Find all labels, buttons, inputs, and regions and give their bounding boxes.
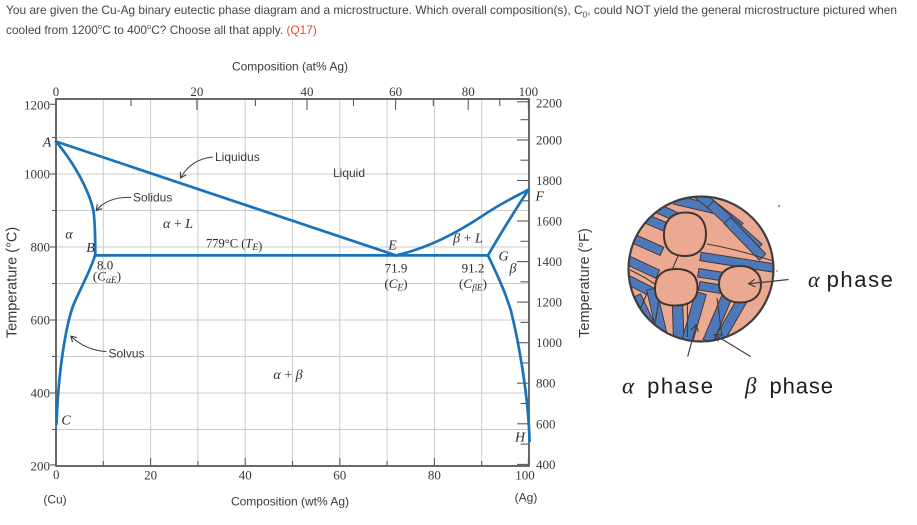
svg-text:(CβE): (CβE) — [459, 276, 487, 294]
svg-text:E: E — [387, 239, 397, 254]
svg-text:0: 0 — [53, 84, 60, 99]
svg-text:600: 600 — [31, 313, 51, 328]
svg-text:1600: 1600 — [536, 214, 562, 229]
svg-text:779°C (TE): 779°C (TE) — [206, 237, 262, 254]
svg-text:G: G — [498, 250, 508, 265]
svg-text:200: 200 — [31, 459, 51, 474]
svg-text:α: α — [65, 228, 73, 243]
svg-text:(CE): (CE) — [384, 276, 407, 294]
svg-text:0: 0 — [53, 467, 60, 482]
svg-text:71.9: 71.9 — [385, 261, 408, 276]
svg-text:Composition (wt% Ag): Composition (wt% Ag) — [231, 495, 349, 509]
svg-text:2000: 2000 — [536, 133, 562, 148]
svg-text:100: 100 — [519, 84, 539, 99]
svg-text:1800: 1800 — [536, 173, 562, 188]
svg-text:40: 40 — [239, 468, 252, 483]
svg-text:A: A — [42, 136, 52, 151]
svg-text:40: 40 — [301, 84, 314, 99]
svg-text:80: 80 — [428, 468, 441, 483]
svg-text:Temperature (°C): Temperature (°C) — [4, 227, 20, 338]
svg-text:400: 400 — [31, 386, 51, 401]
svg-text:(Cu): (Cu) — [43, 493, 66, 507]
svg-text:1000: 1000 — [24, 167, 50, 182]
svg-text:F: F — [535, 190, 545, 205]
svg-text:Liquid: Liquid — [333, 166, 365, 180]
svg-text:800: 800 — [31, 240, 51, 255]
svg-text:1200: 1200 — [536, 295, 562, 310]
svg-text:600: 600 — [536, 416, 556, 431]
svg-text:80: 80 — [462, 84, 475, 99]
svg-text:Composition (at% Ag): Composition (at% Ag) — [232, 60, 348, 74]
svg-text:β: β — [509, 262, 517, 277]
svg-text:2200: 2200 — [536, 96, 562, 111]
svg-text:8.0: 8.0 — [97, 258, 113, 273]
svg-text:20: 20 — [190, 84, 203, 99]
svg-text:400: 400 — [536, 457, 556, 472]
svg-text:91.2: 91.2 — [462, 261, 485, 276]
svg-text:β + L: β + L — [452, 232, 483, 247]
svg-text:α + L: α + L — [163, 217, 193, 232]
svg-text:Solidus: Solidus — [133, 191, 172, 205]
svg-text:100: 100 — [515, 468, 535, 483]
svg-text:H: H — [514, 431, 526, 446]
svg-text:20: 20 — [144, 468, 157, 483]
svg-text:1400: 1400 — [536, 254, 562, 269]
svg-text:1000: 1000 — [536, 335, 562, 350]
svg-text:60: 60 — [389, 84, 402, 99]
svg-text:1200: 1200 — [24, 98, 50, 113]
svg-text:Temperature (°F): Temperature (°F) — [577, 228, 593, 338]
svg-text:800: 800 — [536, 376, 556, 391]
svg-text:C: C — [61, 414, 71, 429]
svg-text:B: B — [86, 241, 95, 256]
svg-text:Liquidus: Liquidus — [215, 150, 260, 164]
svg-text:α + β: α + β — [273, 368, 302, 383]
svg-text:60: 60 — [333, 468, 346, 483]
svg-text:Solvus: Solvus — [109, 347, 145, 361]
svg-text:(Ag): (Ag) — [515, 491, 538, 505]
